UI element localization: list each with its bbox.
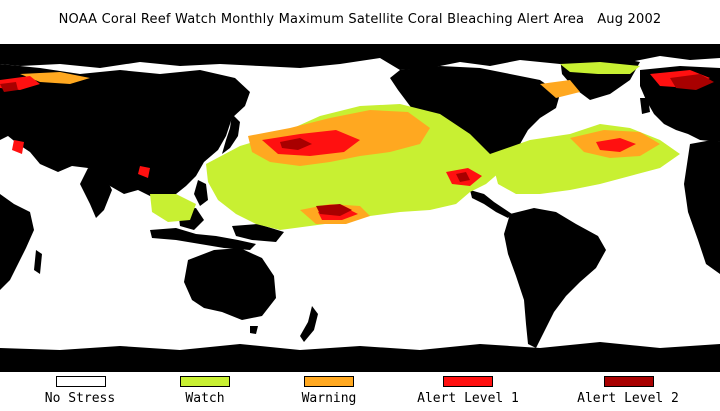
land-africa xyxy=(0,194,34,290)
legend-swatch-no-stress xyxy=(56,376,106,387)
legend-label-watch: Watch xyxy=(185,391,225,406)
land-north-america xyxy=(390,66,560,190)
land-india xyxy=(80,168,112,218)
map-title-text: NOAA Coral Reef Watch Monthly Maximum Sa… xyxy=(58,12,585,27)
map-date: Aug 2002 xyxy=(597,12,662,27)
land-south-america xyxy=(504,208,606,348)
map-title: NOAA Coral Reef Watch Monthly Maximum Sa… xyxy=(0,12,720,27)
land-central-america xyxy=(470,190,512,218)
legend-swatch-alert-level-2 xyxy=(604,376,654,387)
land-new-guinea xyxy=(232,224,284,242)
legend-label-alert-level-1: Alert Level 1 xyxy=(417,391,519,406)
land-japan xyxy=(222,114,240,154)
legend-swatch-warning xyxy=(304,376,354,387)
land-tasmania xyxy=(250,326,258,334)
land-australia xyxy=(184,248,276,320)
legend-label-warning: Warning xyxy=(301,391,357,406)
land-indonesia xyxy=(150,228,256,250)
legend-swatch-alert-level-1 xyxy=(443,376,493,387)
legend-swatch-watch xyxy=(180,376,230,387)
land-madagascar xyxy=(34,250,42,274)
land-eurasia xyxy=(0,64,250,202)
land-africa-east xyxy=(684,140,720,274)
land-antarctica xyxy=(0,342,720,372)
legend-label-no-stress: No Stress xyxy=(44,391,116,406)
legend-label-alert-level-2: Alert Level 2 xyxy=(577,391,679,406)
land-new-zealand xyxy=(300,306,318,342)
bleaching-alert-map xyxy=(0,44,720,372)
alert-level-2-zones xyxy=(0,74,714,216)
land-uk xyxy=(640,98,650,114)
land-philippines xyxy=(194,180,208,206)
land-arctic xyxy=(0,44,720,70)
